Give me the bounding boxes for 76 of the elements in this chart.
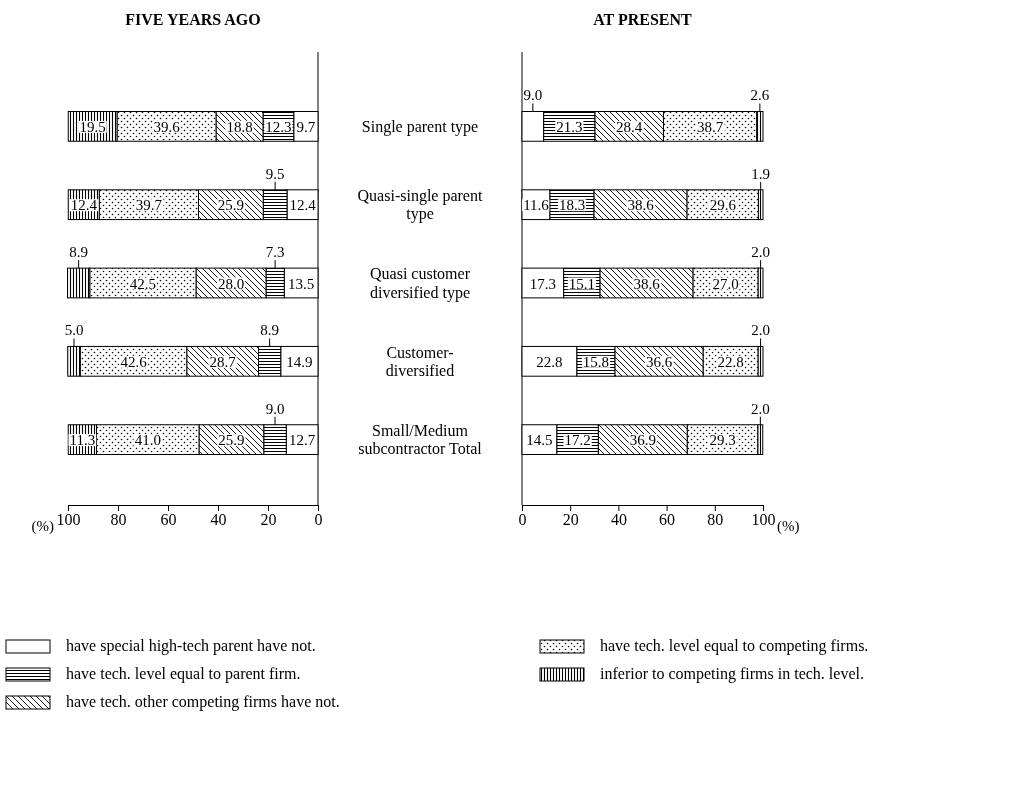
data-label: 5.0 [64,322,84,339]
y-tick-label: Customer-diversified [385,343,455,380]
x-tick-label: 0 [314,511,323,529]
y-tick-label: Quasi-single parent type [357,187,483,224]
data-label: 13.5 [288,275,315,292]
data-label: 22.8 [717,353,744,370]
data-label: 18.8 [226,118,253,135]
x-tick-label: 100 [751,511,776,529]
x-tick-label: 60 [160,511,177,529]
data-label: 12.3 [265,118,292,135]
data-label: 8.9 [260,322,279,339]
x-tick-label: 80 [110,511,127,529]
data-label: 8.9 [69,244,88,261]
data-label: 11.6 [523,197,550,214]
data-label: 38.7 [696,118,724,135]
data-label: 25.9 [218,432,245,449]
data-label: 28.7 [209,353,237,370]
x-tick-label: 40 [210,511,227,529]
data-label: 41.0 [134,432,161,449]
data-label: 2.0 [751,244,770,261]
x-tick-label: 20 [562,511,579,529]
chart-title: FIVE YEARS AGO [125,11,261,28]
data-label: 38.6 [633,275,661,292]
x-axis-title: (%) [777,518,800,535]
x-tick-label: 20 [260,511,277,529]
data-label: 17.2 [564,432,591,449]
data-label: 7.3 [265,244,285,261]
data-label: 2.0 [750,400,770,417]
data-label: 29.6 [709,197,737,214]
chart-title: AT PRESENT [593,11,693,28]
data-label: 42.6 [120,353,148,370]
data-label: 1.9 [751,165,771,182]
data-label: 9.0 [523,87,543,104]
data-label: 14.9 [286,353,313,370]
data-label: 39.6 [153,118,181,135]
x-tick-label: 100 [56,511,81,529]
x-tick-label: 60 [659,511,676,529]
data-label: 36.6 [646,353,673,370]
legend-label: have tech. level equal to parent firm. [66,665,301,683]
data-label: 12.7 [289,432,316,449]
data-label: 12.4 [70,197,98,214]
legend-label: inferior to competing firms in tech. level. [600,665,864,683]
legend-label: have tech. level equal to competing firms. [600,637,869,655]
data-label: 28.4 [616,118,643,135]
data-label: 9.7 [296,118,316,135]
data-label: 15.1 [568,275,596,292]
legend-label: have tech. other competing firms have not. [66,693,340,711]
data-label: 12.4 [289,197,317,214]
data-label: 18.3 [558,197,586,214]
data-label: 15.8 [582,353,610,370]
data-label: 36.9 [629,432,656,449]
data-label: 2.0 [751,322,770,339]
data-label: 9.0 [265,400,285,417]
data-label: 21.3 [556,118,583,135]
x-axis-title: (%) [31,518,54,535]
data-label: 14.5 [526,432,553,449]
x-tick-label: 80 [707,511,724,529]
data-label: 25.9 [217,197,244,214]
data-label: 17.3 [529,275,556,292]
legend-label: have special high-tech parent have not. [66,637,316,655]
data-label: 38.6 [627,197,655,214]
data-label: 27.0 [712,275,739,292]
y-tick-label: Small/Medium subcontractor Total [358,422,483,458]
data-label: 22.8 [536,353,563,370]
data-label: 11.3 [69,432,96,449]
data-label: 2.6 [750,87,770,104]
data-label: 28.0 [217,275,245,292]
data-label: 42.5 [129,275,156,292]
x-tick-label: 40 [610,511,627,529]
data-label: 39.7 [135,197,163,214]
data-label: 9.5 [265,165,285,182]
y-tick-label: Single parent type [361,117,479,136]
data-label: 29.3 [709,432,736,449]
data-label: 19.5 [79,118,106,135]
x-tick-label: 0 [518,511,527,529]
y-tick-label: Quasi customer diversified type [370,265,471,302]
